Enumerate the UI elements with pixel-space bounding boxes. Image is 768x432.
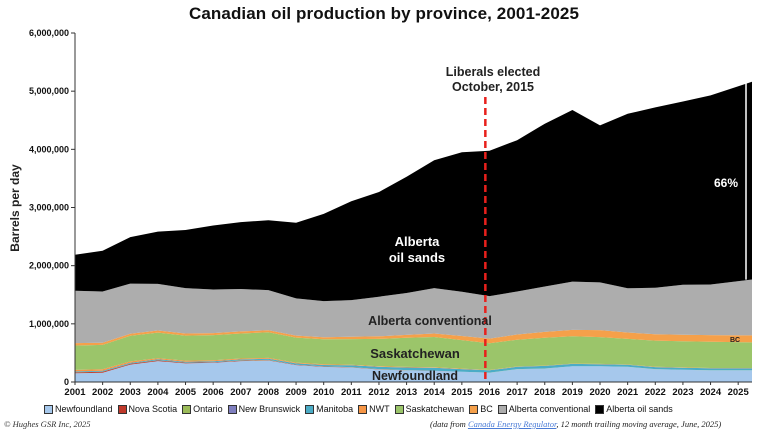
newfoundland-label: Newfoundland <box>372 369 458 383</box>
bc-label: BC <box>730 337 740 344</box>
x-tick-label: 2012 <box>368 387 389 398</box>
oil-sands-share-label: 66% <box>714 176 738 190</box>
source-note: (data from Canada Energy Regulator, 12 m… <box>430 419 721 429</box>
legend-label: Saskatchewan <box>405 404 465 414</box>
legend-swatch <box>227 404 237 414</box>
area-newfoundland <box>75 360 752 382</box>
legend-label: BC <box>480 404 493 414</box>
area-alberta-oil-sands <box>75 81 752 302</box>
legend-swatch <box>469 404 479 414</box>
legend-label: New Brunswick <box>238 404 301 414</box>
legend-label: Manitoba <box>316 404 354 414</box>
event-label-line2: October, 2015 <box>452 80 534 94</box>
legend-swatch <box>394 404 404 414</box>
x-tick-label: 2014 <box>424 387 446 398</box>
legend-swatch <box>595 404 605 414</box>
oil-sands-label-line2: oil sands <box>389 250 445 265</box>
legend-label: Newfoundland <box>55 404 113 414</box>
legend-item-alberta-oil-sands: Alberta oil sands <box>595 404 673 414</box>
x-tick-label: 2011 <box>341 387 362 398</box>
alberta-conventional-label: Alberta conventional <box>368 314 492 328</box>
x-tick-label: 2024 <box>700 387 722 398</box>
legend-item-manitoba: Manitoba <box>305 404 353 414</box>
y-tick-label: 5,000,000 <box>29 86 69 96</box>
legend-item-bc: BC <box>469 404 493 414</box>
x-tick-label: 2004 <box>147 387 169 398</box>
legend-item-saskatchewan: Saskatchewan <box>394 404 465 414</box>
source-link[interactable]: Canada Energy Regulator <box>467 419 557 429</box>
y-tick-label: 2,000,000 <box>29 261 69 271</box>
legend-item-nova-scotia: Nova Scotia <box>117 404 178 414</box>
legend-item-alberta-conventional: Alberta conventional <box>497 404 591 414</box>
legend: Newfoundland Nova Scotia Ontario New Brunsw… <box>44 404 764 414</box>
x-tick-label: 2022 <box>645 387 666 398</box>
x-tick-label: 2010 <box>313 387 334 398</box>
stacked-area-chart: 0 1,000,000 2,000,000 3,000,000 4,000,000 5,0… <box>8 28 752 398</box>
x-tick-label: 2001 <box>64 387 86 398</box>
legend-swatch <box>305 404 315 414</box>
x-tick-label: 2021 <box>617 387 639 398</box>
legend-swatch <box>358 404 368 414</box>
x-tick-label: 2018 <box>534 387 555 398</box>
legend-swatch <box>182 404 192 414</box>
area-alberta-conventional <box>75 279 752 344</box>
axes-group: 0 1,000,000 2,000,000 3,000,000 4,000,000 5,0… <box>29 28 752 398</box>
legend-label: Alberta oil sands <box>606 404 673 414</box>
area-saskatchewan <box>75 332 752 370</box>
source-prefix: (data from <box>430 419 468 429</box>
y-tick-label: 0 <box>64 377 69 387</box>
x-tick-label: 2020 <box>589 387 610 398</box>
x-tick-label: 2007 <box>230 387 251 398</box>
x-tick-label: 2025 <box>728 387 750 398</box>
source-suffix: , 12 month trailing moving average, June… <box>556 419 722 429</box>
y-tick-label: 6,000,000 <box>29 28 69 38</box>
x-tick-label: 2006 <box>203 387 224 398</box>
x-tick-label: 2002 <box>92 387 113 398</box>
event-label-line1: Liberals elected <box>446 65 541 79</box>
x-tick-label: 2013 <box>396 387 417 398</box>
x-tick-label: 2005 <box>175 387 197 398</box>
x-tick-label: 2008 <box>258 387 279 398</box>
legend-swatch <box>497 404 507 414</box>
legend-swatch <box>44 404 53 414</box>
legend-label: Nova Scotia <box>128 404 178 414</box>
copyright-text: © Hughes GSR Inc, 2025 <box>4 419 91 429</box>
area-bc <box>75 329 752 346</box>
legend-label: Alberta conventional <box>508 404 591 414</box>
area-manitoba <box>75 358 752 373</box>
legend-label: Ontario <box>193 404 223 414</box>
y-tick-label: 4,000,000 <box>29 144 69 154</box>
y-tick-label: 3,000,000 <box>29 203 69 213</box>
y-axis-title: Barrels per day <box>8 164 22 252</box>
x-tick-label: 2009 <box>285 387 306 398</box>
x-tick-label: 2016 <box>479 387 500 398</box>
legend-item-ontario: Ontario <box>182 404 223 414</box>
legend-item-newfoundland: Newfoundland <box>44 404 113 414</box>
x-tick-label: 2023 <box>672 387 693 398</box>
x-tick-label: 2015 <box>451 387 473 398</box>
oil-sands-label-line1: Alberta <box>395 234 441 249</box>
x-tick-label: 2003 <box>120 387 141 398</box>
saskatchewan-label: Saskatchewan <box>370 346 460 361</box>
legend-item-nwt: NWT <box>358 404 390 414</box>
y-tick-label: 1,000,000 <box>29 319 69 329</box>
x-tick-label: 2017 <box>507 387 528 398</box>
x-tick-label: 2019 <box>562 387 583 398</box>
legend-item-new-brunswick: New Brunswick <box>227 404 301 414</box>
area-series-group <box>75 81 752 382</box>
legend-label: NWT <box>369 404 390 414</box>
legend-swatch <box>117 404 127 414</box>
chart-title: Canadian oil production by province, 200… <box>188 4 580 23</box>
